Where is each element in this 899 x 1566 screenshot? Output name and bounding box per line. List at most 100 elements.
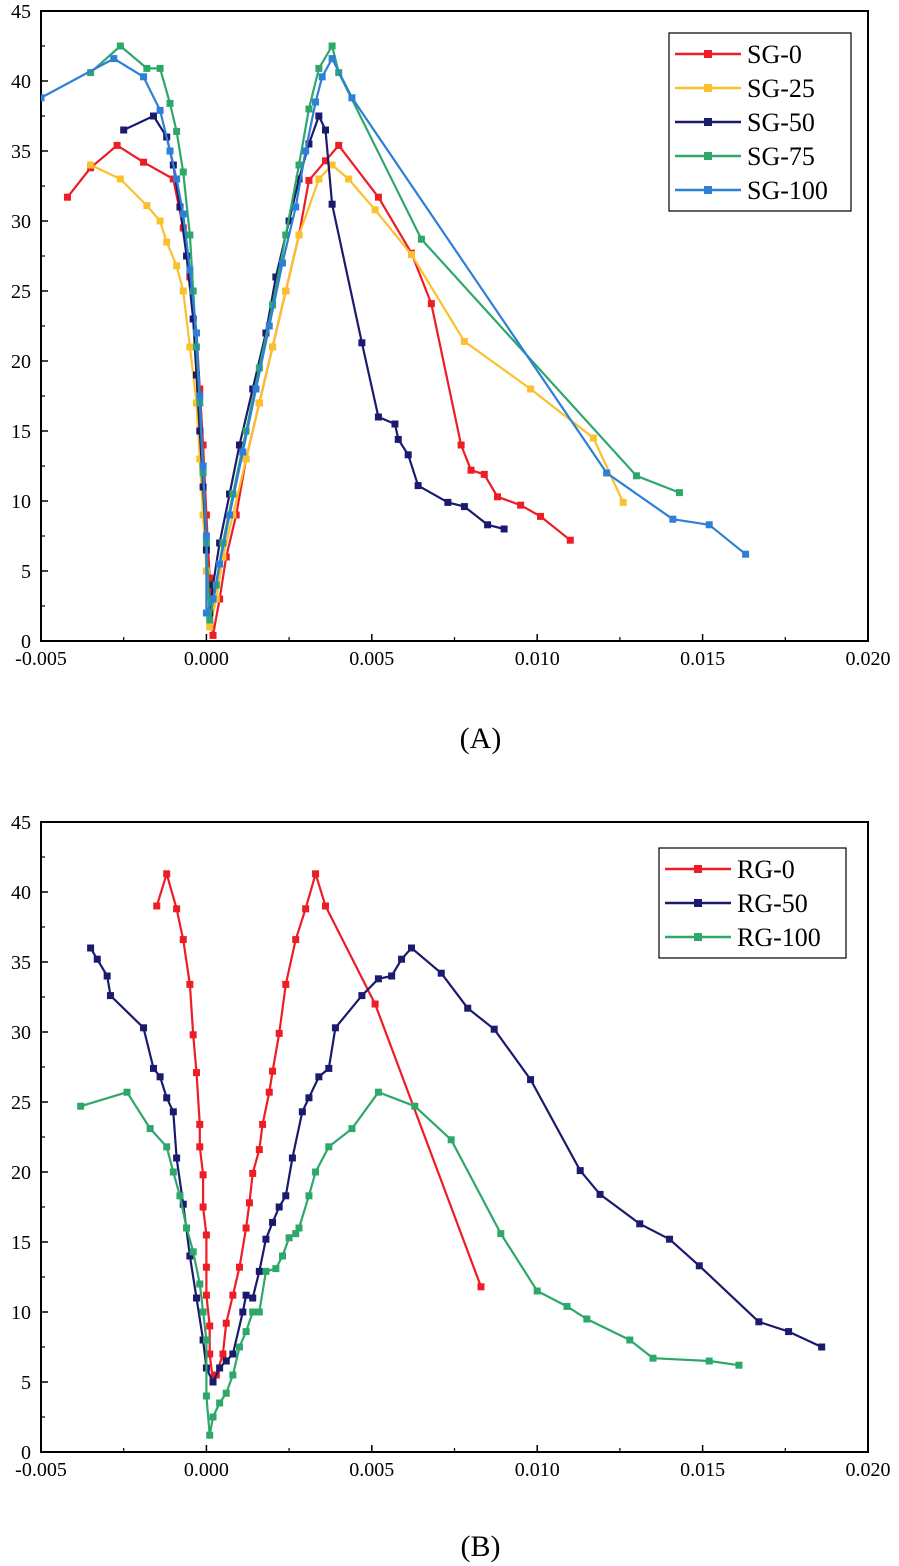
data-point	[394, 435, 402, 443]
data-point	[103, 972, 111, 980]
data-point	[265, 322, 273, 330]
data-point	[398, 955, 406, 963]
data-point	[649, 1354, 657, 1362]
data-point	[576, 1167, 584, 1175]
legend-swatch-marker	[694, 899, 702, 907]
data-point	[583, 1315, 591, 1323]
data-point	[272, 1265, 280, 1273]
data-point	[202, 1263, 210, 1271]
legend-swatch-marker	[694, 865, 702, 873]
data-point	[120, 126, 128, 134]
data-point	[312, 1168, 320, 1176]
data-point	[742, 550, 750, 558]
data-point	[295, 1224, 303, 1232]
series-line	[66, 144, 571, 637]
data-point	[325, 1064, 333, 1072]
data-point	[477, 1283, 485, 1291]
series-line	[90, 163, 625, 629]
data-point	[345, 175, 353, 183]
data-point	[315, 1073, 323, 1081]
data-point	[460, 503, 468, 511]
data-point	[192, 329, 200, 337]
data-point	[358, 339, 366, 347]
data-point	[116, 175, 124, 183]
data-point	[328, 55, 336, 63]
data-point	[315, 64, 323, 72]
data-point	[374, 193, 382, 201]
data-point	[222, 1389, 230, 1397]
data-point	[186, 231, 194, 239]
data-point	[269, 301, 277, 309]
series-line	[89, 946, 823, 1384]
data-point	[186, 266, 194, 274]
data-point	[173, 905, 181, 913]
data-point	[239, 1308, 247, 1316]
data-point	[282, 231, 290, 239]
data-point	[305, 176, 313, 184]
data-point	[199, 1171, 207, 1179]
data-point	[189, 1248, 197, 1256]
data-point	[358, 992, 366, 1000]
data-point	[140, 158, 148, 166]
data-point	[202, 1336, 210, 1344]
data-point	[245, 1199, 253, 1207]
x-tick-label: 0.005	[349, 1459, 394, 1481]
data-point	[206, 1350, 214, 1358]
legend-label: RG-0	[737, 855, 795, 884]
data-point	[292, 1230, 300, 1238]
data-point	[315, 112, 323, 120]
data-point	[447, 1136, 455, 1144]
data-point	[566, 536, 574, 544]
y-tick-label: 30	[11, 1022, 31, 1044]
data-point	[404, 451, 412, 459]
data-point	[143, 64, 151, 72]
data-point	[140, 73, 148, 81]
legend-item: SG-100	[675, 176, 828, 205]
data-point	[163, 238, 171, 246]
data-point	[173, 1154, 181, 1162]
data-point	[374, 413, 382, 421]
data-point	[374, 1088, 382, 1096]
data-point	[179, 168, 187, 176]
data-point	[669, 515, 677, 523]
x-tick-label: 0.015	[680, 1459, 725, 1481]
data-point	[328, 42, 336, 50]
series-rg-100	[77, 1088, 743, 1439]
data-point	[480, 470, 488, 478]
series-sg-75	[87, 42, 683, 624]
data-point	[216, 560, 224, 568]
data-point	[666, 1235, 674, 1243]
data-point	[269, 1067, 277, 1075]
legend-label: RG-100	[737, 923, 821, 952]
data-point	[183, 1224, 191, 1232]
data-point	[533, 1287, 541, 1295]
data-point	[272, 273, 280, 281]
data-point	[321, 902, 329, 910]
data-point	[143, 202, 151, 210]
data-point	[255, 1267, 263, 1275]
data-point	[166, 99, 174, 107]
data-point	[371, 1000, 379, 1008]
legend-item: SG-0	[675, 40, 802, 69]
data-point	[196, 1280, 204, 1288]
data-point	[156, 1073, 164, 1081]
y-tick-label: 45	[11, 812, 31, 834]
data-point	[196, 455, 204, 463]
x-tick-label: 0.020	[846, 648, 891, 670]
data-point	[196, 427, 204, 435]
data-point	[457, 441, 465, 449]
data-point	[186, 980, 194, 988]
data-point	[259, 1120, 267, 1128]
data-point	[285, 1234, 293, 1242]
panel-label: (A)	[460, 722, 502, 755]
data-point	[87, 161, 95, 169]
data-point	[202, 532, 210, 540]
data-point	[116, 42, 124, 50]
data-point	[189, 1031, 197, 1039]
data-point	[315, 175, 323, 183]
data-point	[675, 489, 683, 497]
data-point	[209, 595, 217, 603]
data-point	[219, 1350, 227, 1358]
series-sg-100	[41, 55, 750, 617]
data-point	[437, 969, 445, 977]
